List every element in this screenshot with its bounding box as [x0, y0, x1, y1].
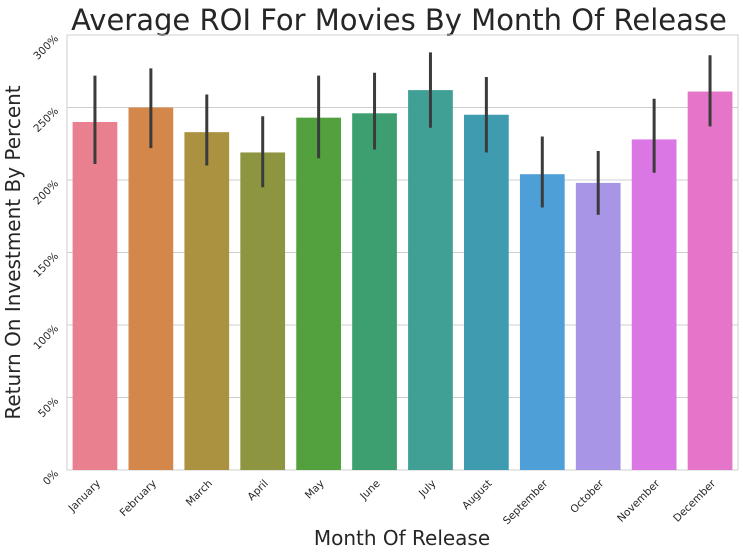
x-tick-label: November	[615, 477, 663, 525]
x-tick-labels: January February March April May June July Augu…	[66, 477, 719, 527]
bar-february	[128, 107, 174, 470]
y-tick-label: 150%	[31, 250, 61, 280]
x-tick-label: December	[671, 477, 718, 524]
x-axis-label: Month Of Release	[314, 526, 490, 550]
x-tick-label: May	[303, 478, 327, 502]
x-tick-label: March	[184, 478, 215, 509]
x-tick-label: January	[66, 478, 103, 515]
y-tick-label: 50%	[36, 395, 61, 420]
x-tick-label: June	[357, 478, 382, 503]
y-tick-label: 250%	[31, 105, 61, 135]
bar-november	[631, 139, 677, 470]
bar-may	[296, 117, 341, 471]
x-tick-label: February	[118, 478, 159, 519]
bars	[72, 90, 733, 471]
x-tick-label: April	[245, 478, 270, 503]
bar-march	[184, 132, 230, 470]
y-tick-label: 300%	[31, 33, 61, 63]
x-tick-label: October	[568, 477, 607, 516]
bar-august	[464, 114, 509, 470]
chart-title: Average ROI For Movies By Month Of Relea…	[71, 3, 727, 37]
bar-december	[687, 91, 733, 471]
x-tick-label: August	[460, 478, 494, 512]
bar-october	[575, 182, 621, 470]
y-tick-label: 100%	[31, 323, 61, 353]
bar-june	[352, 113, 397, 471]
y-tick-label: 200%	[31, 178, 61, 208]
bar-april	[240, 152, 286, 470]
error-bars	[93, 52, 712, 215]
y-tick-label: 0%	[41, 468, 61, 488]
bar-september	[519, 174, 565, 470]
y-axis-label: Return On Investment By Percent	[1, 85, 25, 419]
x-tick-label: September	[501, 477, 551, 527]
bar-july	[408, 90, 453, 470]
x-tick-label: July	[416, 478, 439, 501]
y-tick-labels: 0% 50% 100% 150% 200% 250% 300%	[31, 33, 61, 488]
plot-frame	[66, 34, 739, 471]
bar-january	[72, 122, 118, 470]
